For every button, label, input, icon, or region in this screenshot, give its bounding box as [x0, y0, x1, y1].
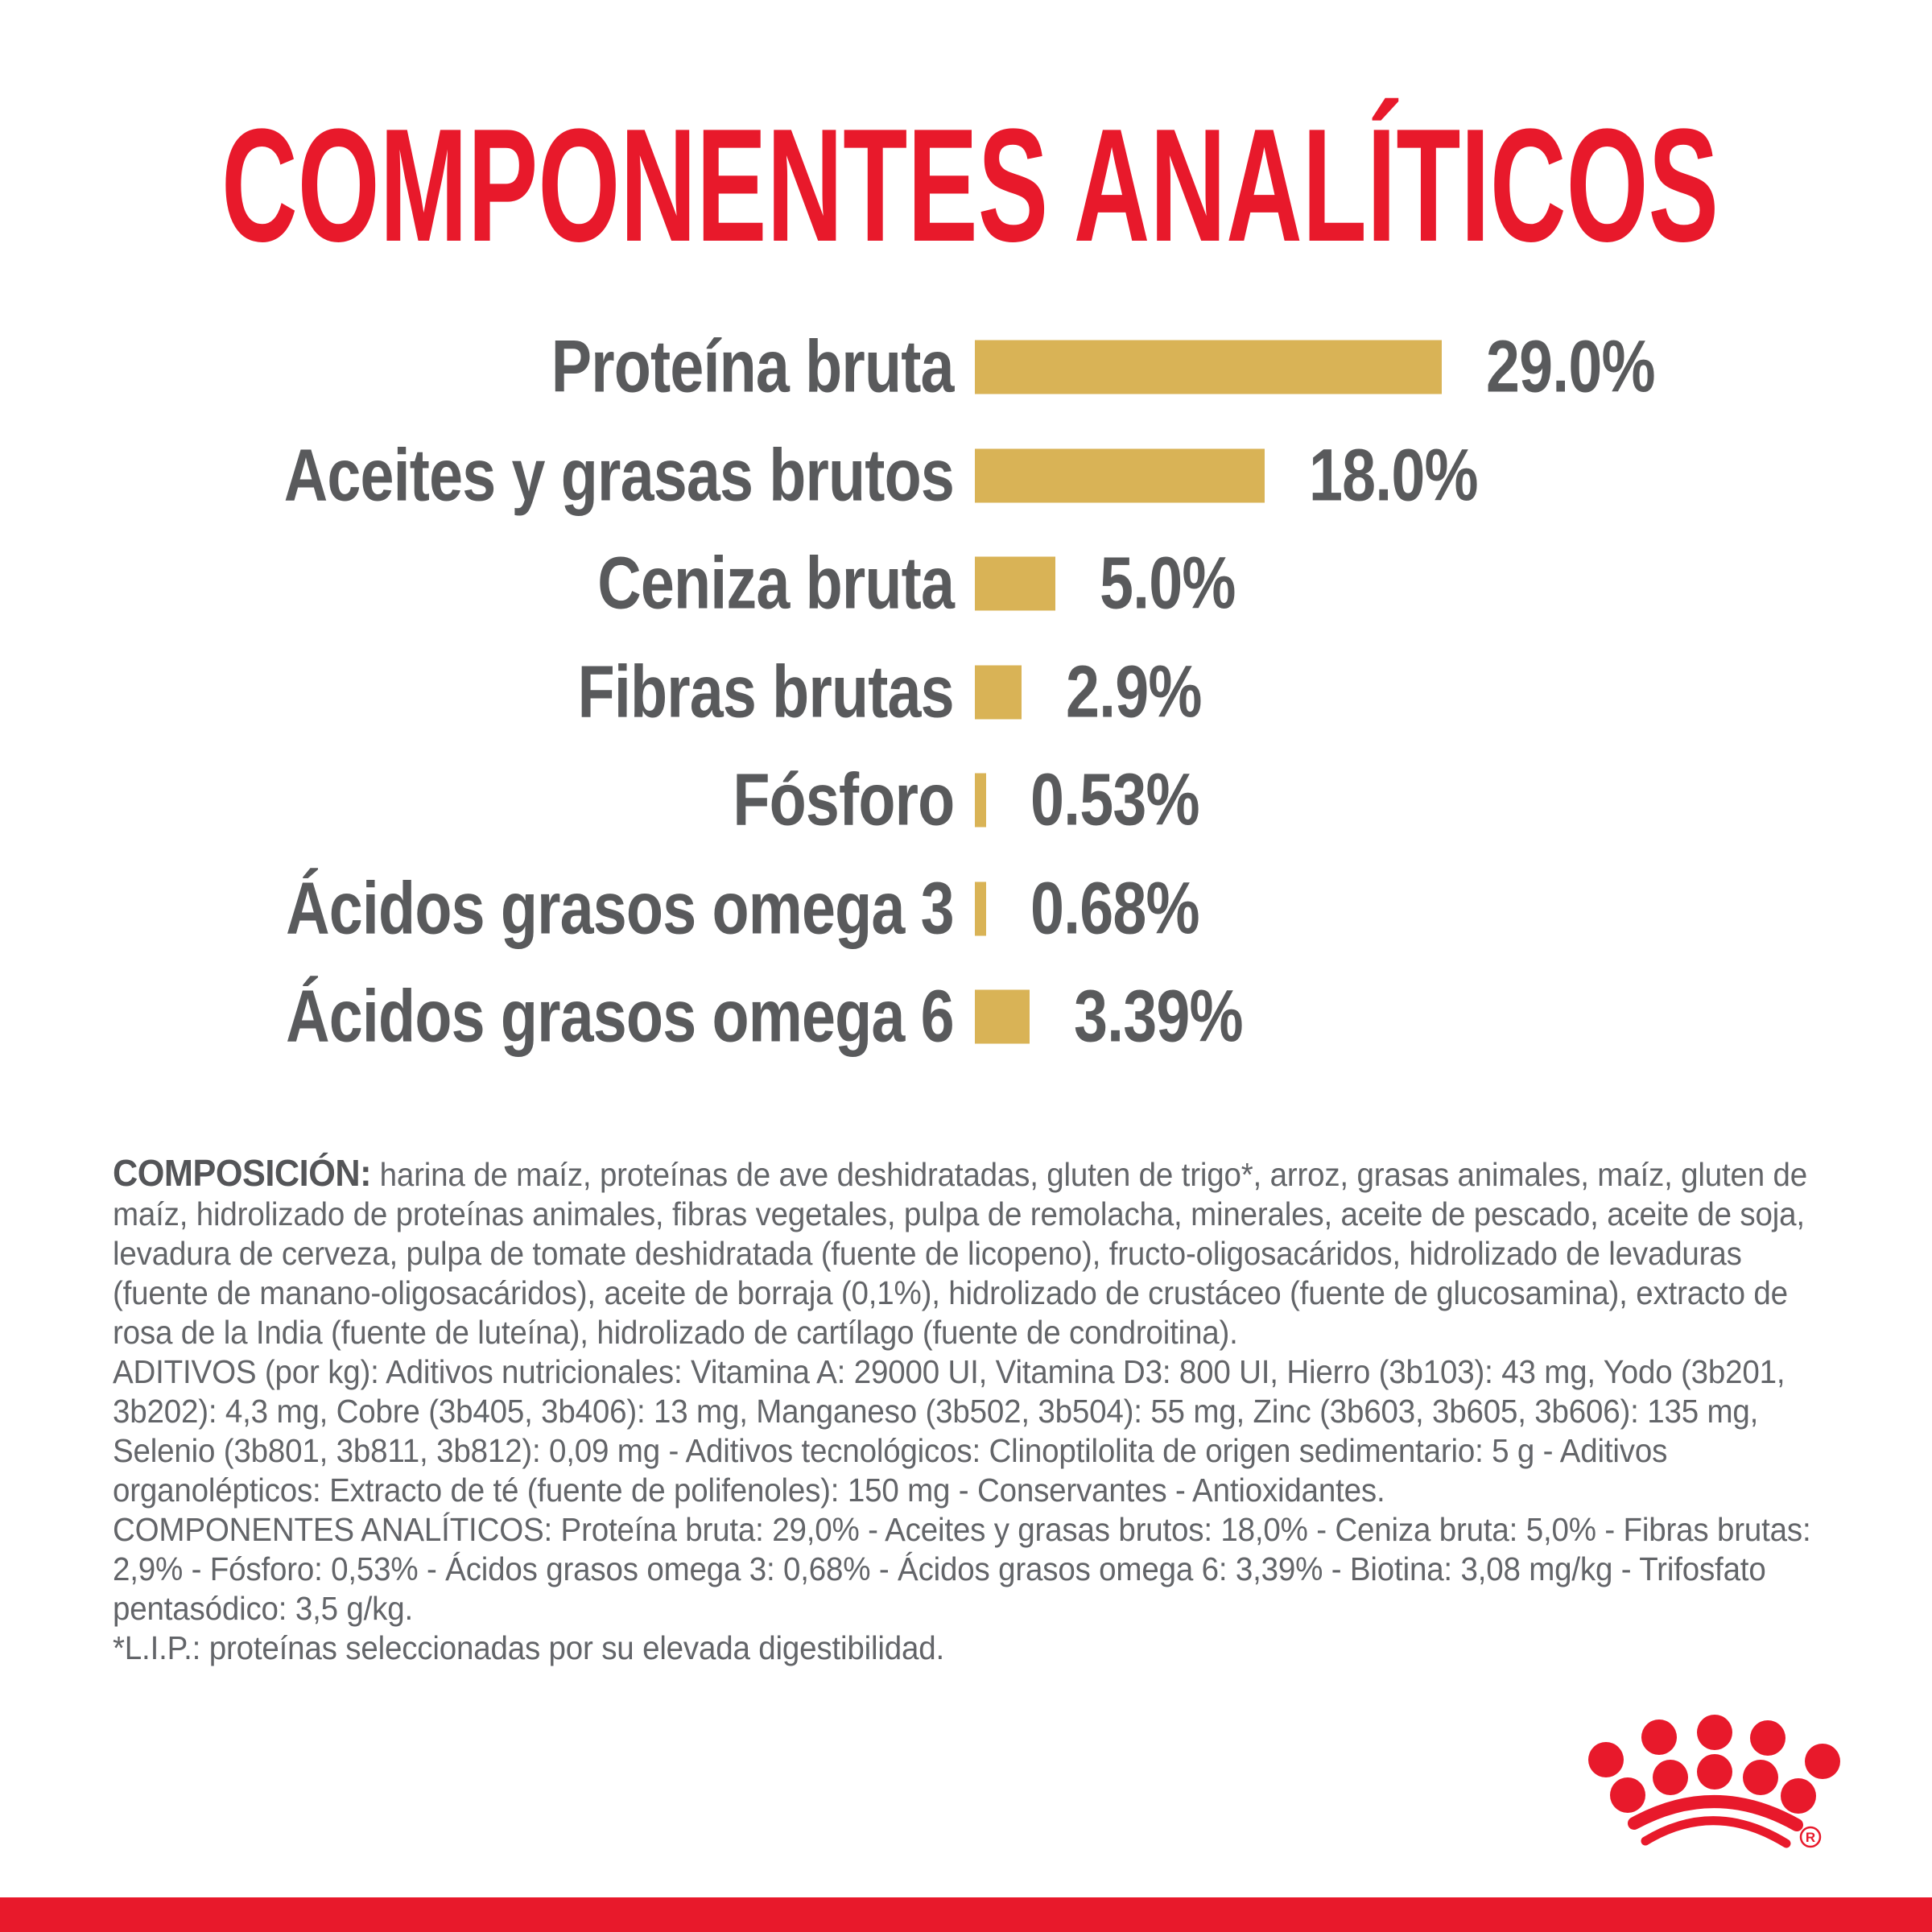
- bar-value: 29.0%: [1486, 325, 1656, 408]
- bar-value: 3.39%: [1074, 975, 1244, 1058]
- bar-label: Ácidos grasos omega 3: [286, 867, 955, 949]
- analytical-components-chart: Proteína bruta 29.0% Aceites y grasas brut…: [0, 313, 1932, 1071]
- bar: [975, 989, 1030, 1044]
- page-title-text: COMPONENTES ANALÍTICOS: [221, 96, 1719, 275]
- bar-value: 18.0%: [1309, 434, 1479, 516]
- bar-value: 5.0%: [1100, 542, 1236, 625]
- registered-trademark-icon: R: [1799, 1826, 1822, 1848]
- bar-label: Fibras brutas: [577, 650, 955, 733]
- composition-text-block: COMPOSICIÓN: harina de maíz, proteínas d…: [113, 1154, 1823, 1668]
- bar: [975, 773, 986, 828]
- bar: [975, 340, 1442, 394]
- chart-row: Aceites y grasas brutos 18.0%: [0, 422, 1932, 530]
- crown-swooshes: [1628, 1795, 1803, 1848]
- chart-row: Ácidos grasos omega 6 3.39%: [0, 963, 1932, 1071]
- svg-text:R: R: [1806, 1830, 1815, 1845]
- composition-heading: COMPOSICIÓN:: [113, 1152, 372, 1194]
- bar: [975, 881, 986, 935]
- bottom-red-band: [0, 1897, 1932, 1932]
- bar-value: 0.68%: [1030, 867, 1200, 949]
- bar-label: Fósforo: [732, 758, 955, 841]
- bar-label: Aceites y grasas brutos: [283, 434, 955, 516]
- composition-body: harina de maíz, proteínas de ave deshidr…: [113, 1156, 1808, 1351]
- chart-row: Ceniza bruta 5.0%: [0, 530, 1932, 638]
- royal-canin-crown-logo: R: [1588, 1715, 1840, 1848]
- chart-row: Fósforo 0.53%: [0, 746, 1932, 854]
- chart-row: Fibras brutas 2.9%: [0, 638, 1932, 746]
- composition-paragraph: COMPOSICIÓN: harina de maíz, proteínas d…: [113, 1154, 1823, 1352]
- bar: [975, 556, 1055, 611]
- bar-label: Proteína bruta: [551, 325, 955, 408]
- bar: [975, 665, 1022, 719]
- bar-value: 0.53%: [1030, 758, 1200, 841]
- bar: [975, 448, 1265, 502]
- chart-row: Proteína bruta 29.0%: [0, 313, 1932, 421]
- crown-dots: [1588, 1715, 1840, 1814]
- bar-label: Ceniza bruta: [597, 542, 955, 625]
- aditivos-paragraph: ADITIVOS (por kg): Aditivos nutricionale…: [113, 1353, 1785, 1509]
- bar-value: 2.9%: [1066, 650, 1202, 733]
- lip-footnote: *L.I.P.: proteínas seleccionadas por su …: [113, 1629, 945, 1666]
- chart-row: Ácidos grasos omega 3 0.68%: [0, 855, 1932, 963]
- componentes-analiticos-paragraph: COMPONENTES ANALÍTICOS: Proteína bruta: …: [113, 1511, 1811, 1627]
- page-title: COMPONENTES ANALÍTICOS: [221, 96, 1719, 275]
- bar-label: Ácidos grasos omega 6: [286, 975, 955, 1058]
